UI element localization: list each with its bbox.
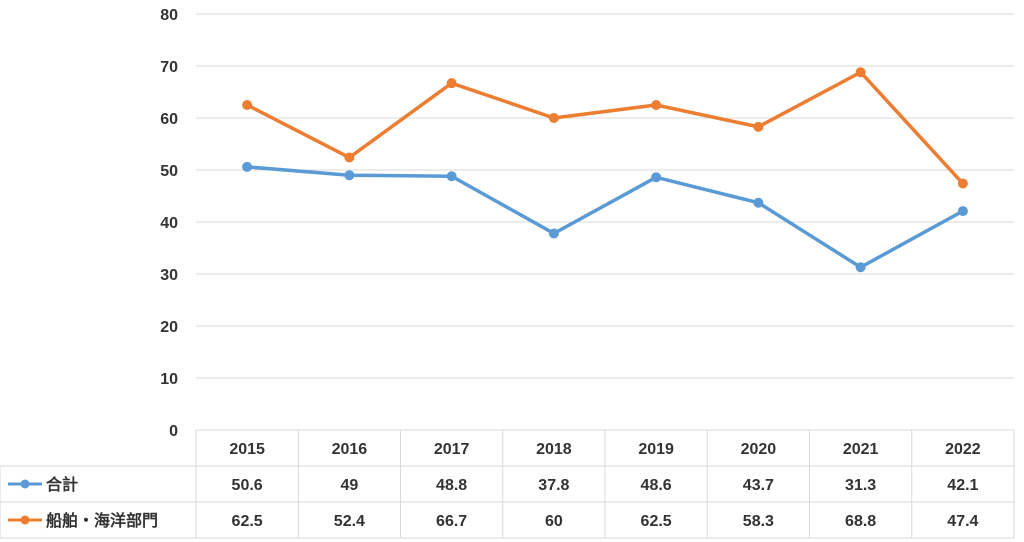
table-cell-value: 62.5 bbox=[232, 513, 263, 530]
legend-label: 船舶・海洋部門 bbox=[46, 511, 158, 530]
data-point bbox=[855, 67, 866, 78]
x-category-label: 2020 bbox=[741, 441, 777, 458]
table-cell-value: 68.8 bbox=[845, 513, 876, 530]
x-category-label: 2015 bbox=[229, 441, 265, 458]
y-tick-label: 20 bbox=[160, 319, 178, 336]
y-tick-label: 30 bbox=[160, 267, 178, 284]
table-cell-value: 66.7 bbox=[436, 513, 467, 530]
data-point bbox=[753, 121, 764, 132]
data-table: 2015 2016 2017 2018 2019 2020 2021 2022 合計 50.6 49… bbox=[0, 429, 1015, 539]
legend-key-marker bbox=[20, 479, 30, 489]
y-tick-label: 40 bbox=[160, 215, 178, 232]
table-cell-value: 37.8 bbox=[538, 477, 569, 494]
y-tick-label: 0 bbox=[169, 423, 178, 440]
table-cell-value: 60 bbox=[545, 513, 563, 530]
table-cell-value: 31.3 bbox=[845, 477, 876, 494]
y-tick-label: 60 bbox=[160, 111, 178, 128]
gridlines bbox=[196, 13, 1014, 379]
series-line bbox=[246, 70, 965, 185]
y-tick-label: 10 bbox=[160, 371, 178, 388]
data-point bbox=[855, 262, 866, 273]
data-point bbox=[446, 78, 457, 89]
legend-key-marker bbox=[20, 515, 30, 525]
data-point bbox=[548, 113, 559, 123]
x-category-label: 2019 bbox=[638, 441, 674, 458]
x-category-label: 2021 bbox=[843, 441, 879, 458]
data-point bbox=[957, 206, 968, 217]
table-cell-value: 47.4 bbox=[947, 513, 978, 530]
table-cell-value: 48.6 bbox=[641, 477, 672, 494]
series-group bbox=[242, 67, 968, 273]
table-cell-value: 58.3 bbox=[743, 513, 774, 530]
table-cell-value: 48.8 bbox=[436, 477, 467, 494]
data-point bbox=[242, 100, 253, 110]
data-point bbox=[651, 172, 662, 183]
x-category-label: 2017 bbox=[434, 441, 470, 458]
y-tick-label: 70 bbox=[160, 59, 178, 76]
data-point bbox=[957, 178, 968, 189]
data-point bbox=[344, 170, 355, 181]
data-point bbox=[242, 161, 253, 172]
x-category-label: 2022 bbox=[945, 441, 981, 458]
data-point bbox=[344, 152, 355, 163]
series-line bbox=[246, 165, 964, 269]
table-cell-value: 50.6 bbox=[232, 477, 263, 494]
data-point bbox=[753, 197, 764, 208]
data-point bbox=[446, 171, 457, 182]
table-cell-value: 42.1 bbox=[947, 477, 978, 494]
data-point bbox=[548, 228, 559, 239]
table-cell-value: 49 bbox=[340, 477, 358, 494]
data-point bbox=[651, 100, 662, 110]
y-tick-label: 50 bbox=[160, 163, 178, 180]
x-category-label: 2018 bbox=[536, 441, 572, 458]
legend-label: 合計 bbox=[46, 475, 78, 494]
table-cell-value: 52.4 bbox=[334, 513, 365, 530]
y-axis: 0 10 20 30 40 50 60 70 80 bbox=[160, 7, 178, 440]
table-cell-value: 43.7 bbox=[743, 477, 774, 494]
x-category-label: 2016 bbox=[332, 441, 368, 458]
table-cell-value: 62.5 bbox=[641, 513, 672, 530]
y-tick-label: 80 bbox=[160, 7, 178, 24]
